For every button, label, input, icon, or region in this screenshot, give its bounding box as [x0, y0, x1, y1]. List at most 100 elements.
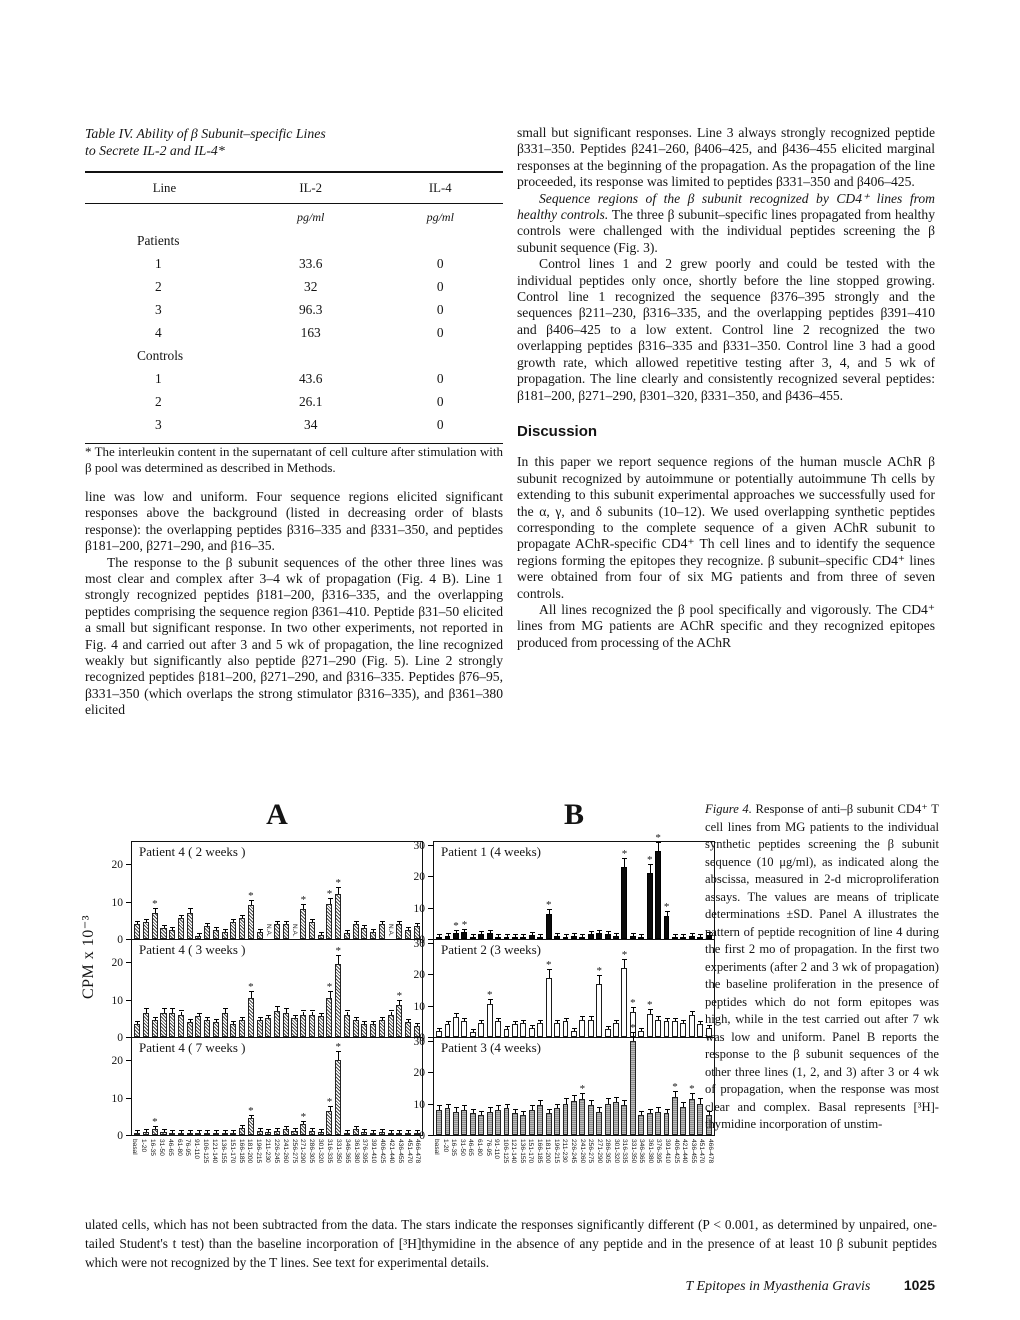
bar: [151, 912, 158, 939]
bar: [545, 1113, 552, 1135]
error-bar-cap: [344, 1130, 350, 1132]
error-bar-cap: [388, 1010, 394, 1012]
table-row: 1 33.6 0: [85, 253, 503, 276]
error-bar-cap: [479, 931, 485, 933]
bar-slot: [238, 940, 247, 1037]
error-bar: [683, 1020, 685, 1023]
y-tick-mark: [428, 943, 433, 945]
error-bar-cap: [639, 1027, 645, 1029]
error-bar: [338, 887, 340, 895]
error-bar: [675, 934, 677, 937]
y-tick-label: 10: [413, 1000, 426, 1013]
error-bar: [447, 933, 449, 936]
error-bar-cap: [630, 932, 636, 934]
bar-slot: *: [150, 1038, 159, 1135]
error-bar: [708, 1111, 710, 1115]
error-bar-cap: [656, 1016, 662, 1018]
x-tick-slot: 316-335: [621, 1136, 630, 1188]
bar: [495, 936, 502, 939]
error-bar: [364, 925, 366, 928]
bar-slot: [177, 1038, 186, 1135]
bar: [413, 1133, 420, 1135]
error-bar: [320, 1130, 322, 1133]
error-bar: [189, 909, 191, 913]
error-bar: [523, 1111, 525, 1115]
error-bar: [137, 922, 139, 925]
error-bar-cap: [504, 1026, 510, 1028]
error-bar: [198, 1013, 200, 1017]
x-tick-label: 286-305: [308, 1139, 316, 1164]
cell-il4: 0: [436, 394, 444, 410]
error-bar: [294, 1015, 296, 1019]
x-tick-label: 361-380: [352, 1139, 360, 1164]
error-bar-cap: [161, 924, 167, 926]
bar: [680, 1106, 687, 1135]
bar: [528, 1027, 535, 1037]
error-bar-cap: [371, 1020, 377, 1022]
error-bar-cap: [397, 999, 403, 1001]
y-tick-mark: [126, 962, 131, 964]
figure-caption-text: Response of anti–β subunit CD4⁺ T cell l…: [705, 802, 940, 1131]
bar-slot: [595, 1038, 603, 1135]
significance-star: *: [152, 1116, 158, 1129]
error-bar: [390, 1131, 392, 1134]
error-bar: [573, 933, 575, 936]
bar: [335, 1060, 342, 1135]
error-bar-cap: [266, 1014, 272, 1016]
x-tick-label: 361-380: [646, 1139, 654, 1164]
bar: [404, 929, 412, 939]
bar-slot: *: [629, 1023, 637, 1135]
bar: [396, 1132, 403, 1135]
error-bar: [624, 960, 626, 969]
bar-slot: [168, 842, 177, 939]
error-bar-cap: [135, 921, 141, 922]
error-bar-cap: [344, 930, 350, 932]
x-tick-slot: 331-350: [630, 1136, 639, 1188]
bar-slot: [494, 940, 502, 1037]
bar: [291, 1018, 298, 1037]
panel-b-subplots: 0 10 20 30 Patient 1 (4 weeks) * * * * * * * 0 10 20 30…: [403, 833, 715, 1142]
figure-caption-lead: Figure 4.: [705, 802, 752, 816]
x-tick-slot: 121-140: [510, 1136, 519, 1188]
error-bar: [540, 1101, 542, 1106]
error-bar-cap: [292, 1014, 298, 1016]
not-assayed-label: N.A.: [387, 924, 395, 937]
bar: [387, 1014, 394, 1037]
table-title: Table IV. Ability of β Subunit–specific …: [85, 125, 503, 159]
x-tick-label: basal: [131, 1139, 139, 1155]
error-bar: [666, 1110, 668, 1114]
error-bar-cap: [614, 1019, 620, 1021]
x-tick-slot: 301-320: [612, 1136, 621, 1188]
error-bar: [207, 1017, 209, 1021]
bar-slot: [386, 1038, 395, 1135]
error-bar-cap: [406, 926, 412, 928]
x-tick-slot: 91-110: [493, 1136, 502, 1188]
bar-slot: [494, 842, 502, 939]
significance-star: *: [326, 1096, 333, 1109]
x-tick-label: 121-140: [211, 1139, 219, 1164]
error-bar-cap: [605, 1098, 611, 1100]
cell-line: 1: [155, 256, 162, 272]
bar: [247, 1118, 254, 1135]
error-bar: [338, 1052, 340, 1061]
bar: [134, 924, 141, 939]
error-bar: [498, 934, 500, 937]
panel-a-x-axis-labels: basal 1-20 16-35 31-50 46-65 61-80 76-95 91-110…: [131, 1136, 423, 1188]
error-bar-cap: [563, 1098, 569, 1100]
x-tick-label: 151-170: [228, 1139, 236, 1164]
error-bar: [632, 1008, 634, 1012]
bar-slot: [316, 842, 325, 939]
bar-slot: [553, 842, 561, 939]
error-bar-cap: [170, 926, 176, 928]
bar-slot: [502, 1038, 510, 1135]
bar-slot: *: [325, 940, 334, 1037]
error-bar-cap: [187, 1130, 193, 1132]
error-bar: [154, 1127, 156, 1130]
bar: [646, 873, 653, 939]
bar-slot: [133, 940, 142, 1037]
bar-slot: [159, 842, 168, 939]
significance-star: *: [655, 832, 661, 845]
bar-slot: [511, 940, 519, 1037]
significance-star: *: [326, 887, 333, 900]
x-tick-slot: 271-290: [595, 1136, 604, 1188]
